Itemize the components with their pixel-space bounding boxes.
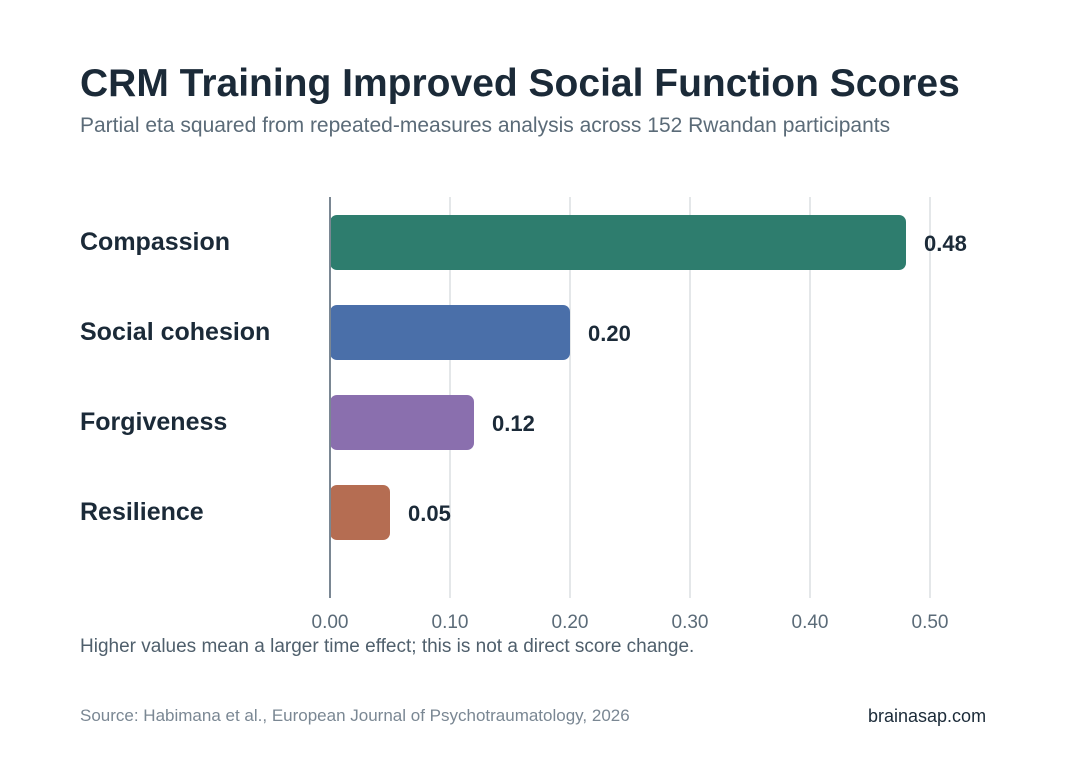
x-tick-label: 0.20 — [552, 612, 589, 633]
bar-resilience — [330, 485, 390, 540]
value-label: 0.48 — [924, 231, 967, 256]
value-label: 0.12 — [492, 411, 535, 436]
category-label: Social cohesion — [80, 318, 270, 346]
source-citation: Source: Habimana et al., European Journa… — [80, 706, 630, 725]
x-tick-label: 0.50 — [912, 612, 949, 633]
chart-subtitle: Partial eta squared from repeated-measur… — [80, 114, 891, 137]
category-label: Resilience — [80, 498, 204, 526]
value-label: 0.05 — [408, 501, 451, 526]
value-label: 0.20 — [588, 321, 631, 346]
x-tick-label: 0.40 — [792, 612, 829, 633]
bar-forgiveness — [330, 395, 474, 450]
category-label: Forgiveness — [80, 408, 227, 436]
bar-social-cohesion — [330, 305, 570, 360]
x-tick-label: 0.30 — [672, 612, 709, 633]
bar-compassion — [330, 215, 906, 270]
chart-title: CRM Training Improved Social Function Sc… — [80, 62, 960, 105]
x-tick-label: 0.10 — [432, 612, 469, 633]
category-label: Compassion — [80, 228, 230, 256]
brand-label: brainasap.com — [868, 706, 987, 726]
x-tick-label: 0.00 — [312, 612, 349, 633]
chart-note: Higher values mean a larger time effect;… — [80, 636, 695, 657]
